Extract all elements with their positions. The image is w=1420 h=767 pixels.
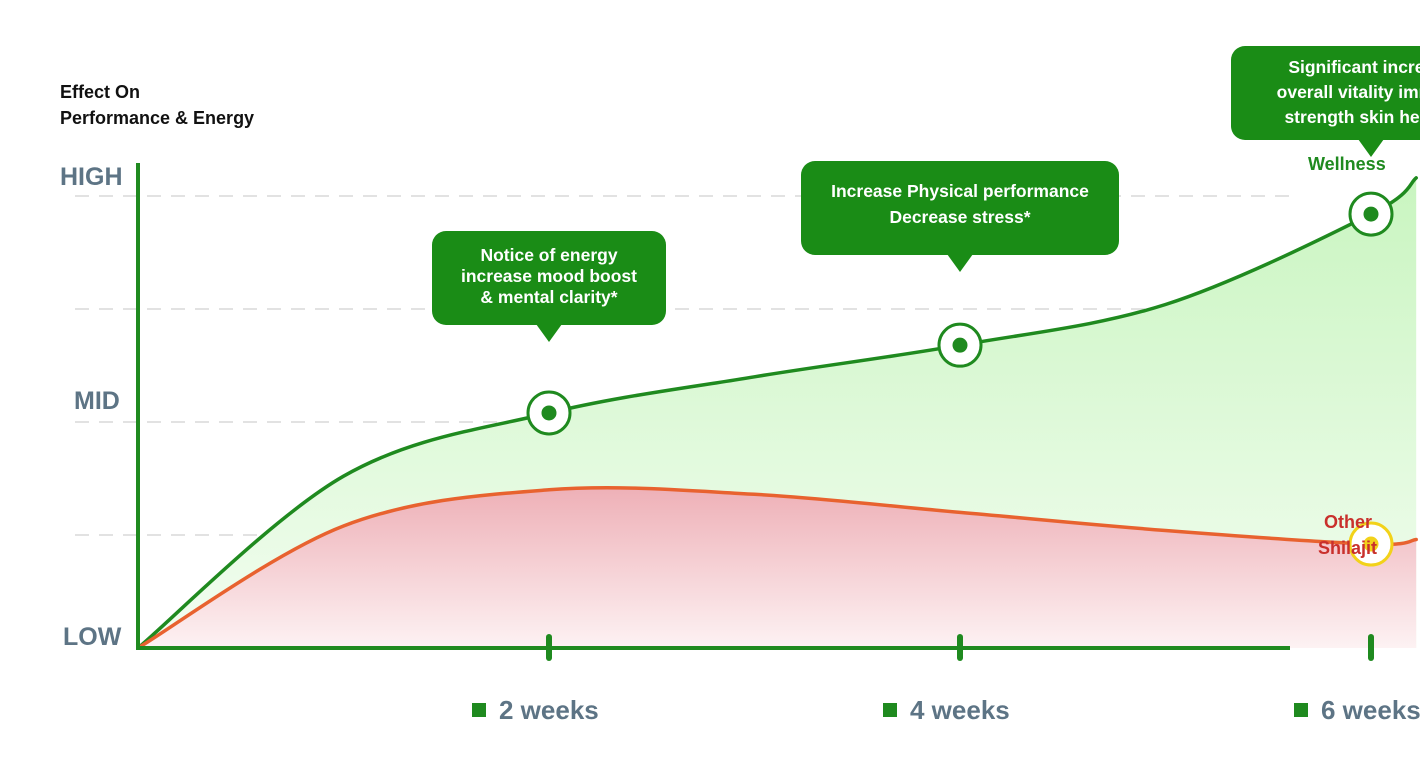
y-axis-title: Effect On Performance & Energy: [60, 82, 254, 128]
callout-text-line: Notice of energy: [480, 245, 617, 265]
callout: Increase Physical performance Decrease st…: [801, 161, 1119, 272]
series-label-other-shilajit: Other Shilajit: [1318, 512, 1377, 558]
callout-box: [1231, 46, 1420, 140]
series-label-other-line-2: Shilajit: [1318, 538, 1377, 558]
x-ticks: [546, 634, 1374, 661]
level-label-mid: MID: [74, 387, 120, 415]
area-other-shilajit: [138, 487, 1417, 648]
shilajit-marker-dot: [1363, 536, 1379, 552]
x-label: 4 weeks: [910, 695, 1010, 725]
callout-text-line: overall vitality immune: [1277, 82, 1420, 102]
callouts: Notice of energy increase mood boost & men…: [432, 46, 1420, 342]
callout-text-line: Increase Physical performance: [831, 181, 1089, 201]
level-label-high: HIGH: [60, 163, 123, 191]
wellness-marker-dot: [952, 337, 968, 353]
callout-text-line: increase mood boost: [461, 266, 637, 286]
line-wellness: [136, 176, 1418, 650]
callout-pointer: [947, 254, 973, 272]
callout: Significant increase overall vitality imm…: [1231, 46, 1420, 157]
x-label: 6 weeks: [1321, 695, 1420, 725]
callout-text-line: strength skin health*: [1284, 107, 1420, 127]
callout: Notice of energy increase mood boost & men…: [432, 231, 666, 342]
x-labels: 2 weeks 4 weeks 6 weeks: [472, 695, 1420, 725]
level-label-low: LOW: [63, 623, 122, 651]
callout-pointer: [1358, 139, 1384, 157]
callout-text-line: Decrease stress*: [889, 207, 1030, 227]
line-other-shilajit: [136, 485, 1418, 650]
callout-box: [432, 231, 666, 325]
callout-box: [801, 161, 1119, 255]
callout-text-line: Significant increase: [1288, 57, 1420, 77]
y-axis-title-line-1: Effect On: [60, 82, 140, 102]
callout-text: Significant increase overall vitality imm…: [1277, 57, 1420, 127]
series-lines: [136, 176, 1418, 650]
x-label: 2 weeks: [499, 695, 599, 725]
x-label-bullet: [883, 703, 897, 717]
series-areas: [138, 177, 1417, 648]
callout-text: Notice of energy increase mood boost & men…: [461, 245, 637, 307]
wellness-marker-dot: [1363, 206, 1379, 222]
callout-text: Increase Physical performance Decrease st…: [831, 181, 1089, 227]
callout-pointer: [536, 324, 562, 342]
y-axis-title-line-2: Performance & Energy: [60, 108, 254, 128]
wellness-marker-dot: [541, 405, 557, 421]
markers: [526, 191, 1394, 567]
callout-text-line: & mental clarity*: [480, 287, 617, 307]
x-label-bullet: [472, 703, 486, 717]
x-label-bullet: [1294, 703, 1308, 717]
series-label-other-line-1: Other: [1324, 512, 1372, 532]
series-label-wellness: Wellness: [1308, 154, 1386, 174]
